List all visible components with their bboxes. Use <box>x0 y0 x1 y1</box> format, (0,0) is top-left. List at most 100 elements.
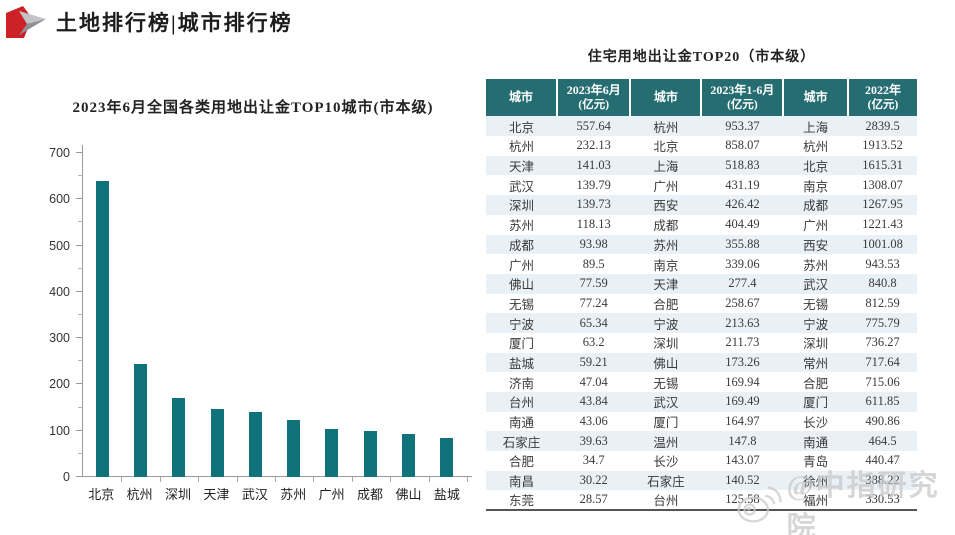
table-cell: 温州 <box>653 435 679 450</box>
table-cell: 164.97 <box>725 414 760 429</box>
y-tick-mark <box>76 429 82 431</box>
table-row: 南通 43.06 厦门 164.97 长沙 490.86 <box>486 411 917 432</box>
table-cell: 840.8 <box>868 276 897 291</box>
table-row: 盐城 59.21 佛山 173.26 常州 717.64 <box>486 352 917 373</box>
table-cell: 武汉 <box>653 396 679 411</box>
table-row: 宁波 65.34 宁波 213.63 宁波 775.79 <box>486 313 917 333</box>
table-cell: 147.8 <box>728 433 757 448</box>
table-cell: 213.63 <box>725 315 760 330</box>
table-cell: 140.52 <box>725 473 760 488</box>
table-cell: 89.5 <box>582 256 605 271</box>
table-column-header: 2023年1-6月 (亿元) <box>700 79 784 117</box>
table-cell: 天津 <box>653 278 679 293</box>
table-cell: 812.59 <box>865 295 900 310</box>
x-axis-label: 盐城 <box>433 487 460 502</box>
table-cell: 715.06 <box>865 374 900 389</box>
table-cell: 成都 <box>803 199 829 214</box>
y-minor-tick-mark <box>78 221 82 223</box>
table-column-header: 城市 <box>629 79 702 117</box>
table-header-row: 城市 2023年6月 (亿元) 城市 2023年1-6月 (亿元) 城市 2022年 (亿元) <box>486 79 917 117</box>
table-row: 无锡 77.24 合肥 258.67 无锡 812.59 <box>486 293 917 314</box>
bar <box>95 180 109 477</box>
table-cell: 169.49 <box>725 394 760 409</box>
y-minor-tick-mark <box>78 175 82 177</box>
table-row: 南昌 30.22 石家庄 140.52 徐州 388.22 <box>486 470 917 491</box>
table-cell: 39.63 <box>579 433 608 448</box>
table-cell: 143.07 <box>725 453 760 468</box>
table-cell: 东莞 <box>509 494 535 509</box>
table-cell: 台州 <box>509 396 535 411</box>
table-cell: 464.5 <box>868 433 897 448</box>
y-tick-label: 600 <box>49 192 70 207</box>
table-cell: 苏州 <box>509 219 535 234</box>
table-cell: 426.42 <box>725 197 760 212</box>
table-cell: 1308.07 <box>862 177 903 192</box>
table-cell: 141.03 <box>576 158 611 173</box>
y-tick-mark <box>76 290 82 292</box>
y-minor-tick-mark <box>78 452 82 454</box>
table-row: 济南 47.04 无锡 169.94 合肥 715.06 <box>486 372 917 392</box>
bar <box>133 363 147 477</box>
table-cell: 杭州 <box>803 140 829 155</box>
table-cell: 西安 <box>803 238 829 253</box>
x-axis-label: 成都 <box>357 487 384 502</box>
table-cell: 611.85 <box>865 394 900 409</box>
table-cell: 深圳 <box>653 337 679 352</box>
y-tick-label: 300 <box>49 331 70 346</box>
table-cell: 杭州 <box>653 120 679 135</box>
chart-title: 2023年6月全国各类用地出让金TOP10城市(市本级) <box>72 100 434 116</box>
x-axis-label: 武汉 <box>241 487 268 502</box>
table-cell: 武汉 <box>803 278 829 293</box>
bar-chart: 2023年6月全国各类用地出让金TOP10城市(市本级) 0 100 200 300 4… <box>36 96 472 503</box>
table-column-header: 城市 <box>782 79 848 117</box>
bar <box>210 408 224 477</box>
bar-column <box>198 153 236 477</box>
y-tick-label: 0 <box>63 470 70 484</box>
table-cell: 无锡 <box>803 297 829 312</box>
bar <box>325 428 339 477</box>
table-cell: 合肥 <box>509 455 535 470</box>
table-cell: 苏州 <box>803 258 829 273</box>
bar <box>248 411 262 477</box>
bar-column <box>351 153 389 477</box>
table-cell: 台州 <box>653 494 679 509</box>
brand-logo-icon <box>6 6 46 38</box>
table-cell: 1615.31 <box>862 158 903 173</box>
bar-column <box>236 153 274 477</box>
table-column-header: 2023年6月 (亿元) <box>556 79 631 117</box>
table-cell: 深圳 <box>803 337 829 352</box>
table-cell: 139.79 <box>576 177 611 192</box>
y-tick-mark <box>76 383 82 385</box>
ranking-table-section: 住宅用地出让金TOP20（市本级） 城市 2023年6月 (亿元) 城市 2023年1-… <box>486 46 917 512</box>
table-cell: 石家庄 <box>647 475 685 490</box>
table-cell: 1267.95 <box>862 197 903 212</box>
table-cell: 南京 <box>653 258 679 273</box>
bar <box>402 433 416 477</box>
table-row: 武汉 139.79 广州 431.19 南京 1308.07 <box>486 175 917 196</box>
table-header: 城市 2023年6月 (亿元) 城市 2023年1-6月 (亿元) 城市 2022年 (亿元) <box>486 79 917 117</box>
table-cell: 西安 <box>653 199 679 214</box>
table-cell: 211.73 <box>725 335 760 350</box>
table-cell: 北京 <box>653 140 679 155</box>
table-cell: 388.22 <box>865 473 900 488</box>
table-cell: 南京 <box>803 179 829 194</box>
x-tick-mark <box>428 477 430 482</box>
table-cell: 169.94 <box>725 374 760 389</box>
bar-column <box>160 153 198 477</box>
y-minor-tick-mark <box>78 267 82 269</box>
table-row: 北京 557.64 杭州 953.37 上海 2839.5 <box>486 116 917 137</box>
bar-column <box>121 153 159 477</box>
table-row: 东莞 28.57 台州 125.58 福州 330.53 <box>486 490 917 511</box>
table-column-header: 城市 <box>486 79 558 117</box>
table-cell: 736.27 <box>865 335 900 350</box>
table-row: 成都 93.98 苏州 355.88 西安 1001.08 <box>486 234 917 255</box>
bar <box>440 437 454 477</box>
x-tick-mark <box>236 477 238 482</box>
x-tick-mark <box>351 477 353 482</box>
table-cell: 65.34 <box>579 315 608 330</box>
table-cell: 成都 <box>653 219 679 234</box>
table-row: 合肥 34.7 长沙 143.07 青岛 440.47 <box>486 451 917 471</box>
table-cell: 石家庄 <box>502 435 541 450</box>
table-cell: 2839.5 <box>865 118 900 133</box>
